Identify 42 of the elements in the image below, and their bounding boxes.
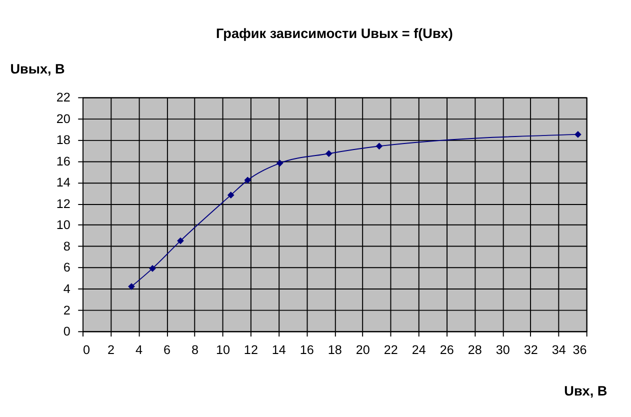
x-tick-label: 20: [356, 343, 370, 357]
x-tick-label: 34: [552, 343, 566, 357]
x-tick-label: 4: [135, 343, 142, 357]
x-tick-label: 8: [191, 343, 198, 357]
x-tick-label: 30: [496, 343, 510, 357]
point: [149, 265, 156, 272]
point: [376, 142, 383, 150]
x-tick-label: 10: [216, 343, 230, 357]
point: [177, 237, 184, 244]
y-tick-label: 8: [63, 239, 70, 254]
y-tick-label: 16: [56, 154, 70, 168]
point: [574, 131, 582, 138]
x-tick-label: 32: [524, 343, 538, 357]
y-tick-label: 12: [56, 196, 70, 211]
x-axis-title: Uвх, В: [564, 384, 608, 399]
y-tick-label: 0: [63, 324, 70, 339]
x-tick-label: 16: [300, 343, 314, 357]
chart-title: График зависимости Uвых = f(Uвх): [216, 26, 453, 42]
point: [244, 176, 252, 184]
x-tick-label: 36: [572, 343, 587, 357]
y-tick-label: 22: [56, 90, 70, 105]
y-tick-label: 10: [56, 218, 70, 232]
point: [276, 160, 284, 167]
y-tick-label: 20: [56, 112, 70, 126]
x-tick-label: 0: [83, 343, 90, 357]
x-tick-label: 12: [244, 343, 258, 357]
y-axis-title: Uвых, В: [10, 61, 66, 76]
point: [325, 150, 332, 158]
y-tick-label: 2: [63, 303, 70, 318]
x-tick-label: 2: [107, 343, 114, 357]
x-tick-label: 26: [440, 343, 454, 357]
y-tick-label: 18: [56, 133, 70, 148]
x-tick-label: 28: [468, 343, 482, 357]
point: [227, 192, 234, 198]
x-tick-label: 6: [163, 343, 170, 357]
x-tick-label: 24: [412, 343, 426, 357]
y-tick-label: 14: [56, 176, 70, 190]
x-tick-label: 14: [272, 343, 286, 357]
x-tick-label: 18: [328, 343, 342, 357]
x-tick-label: 22: [384, 343, 398, 357]
y-tick-label: 6: [63, 260, 70, 275]
y-tick-label: 4: [63, 282, 70, 296]
